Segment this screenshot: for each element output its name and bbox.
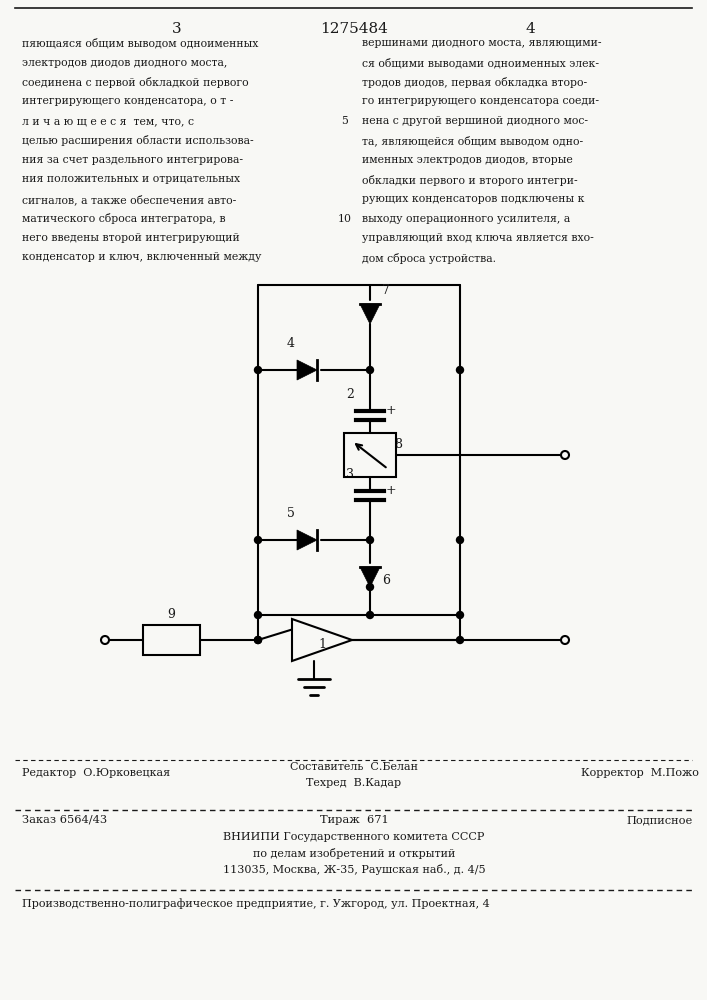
Text: 6: 6 [382,574,390,586]
Circle shape [255,366,262,373]
Circle shape [366,611,373,618]
Text: управляющий вход ключа является вхо-: управляющий вход ключа является вхо- [362,233,594,243]
Circle shape [255,637,262,644]
Text: сигналов, а также обеспечения авто-: сигналов, а также обеспечения авто- [22,194,236,205]
Text: 3: 3 [346,468,354,481]
Text: 1275484: 1275484 [320,22,388,36]
Text: го интегрирующего конденсатора соеди-: го интегрирующего конденсатора соеди- [362,97,599,106]
Text: Производственно-полиграфическое предприятие, г. Ужгород, ул. Проектная, 4: Производственно-полиграфическое предприя… [22,898,490,909]
Text: +: + [386,484,397,496]
Text: 5: 5 [287,507,295,520]
Text: 8: 8 [394,438,402,451]
Bar [143,625,200,655]
Text: +: + [386,403,397,416]
Text: Тираж  671: Тираж 671 [320,815,388,825]
Text: Подписное: Подписное [627,815,693,825]
Text: ся общими выводами одноименных элек-: ся общими выводами одноименных элек- [362,57,599,68]
Circle shape [457,366,464,373]
Text: конденсатор и ключ, включенный между: конденсатор и ключ, включенный между [22,252,262,262]
Text: Заказ 6564/43: Заказ 6564/43 [22,815,107,825]
Text: л и ч а ю щ е е с я  тем, что, с: л и ч а ю щ е е с я тем, что, с [22,116,194,126]
Bar [344,433,396,477]
Text: электродов диодов диодного моста,: электродов диодов диодного моста, [22,57,228,68]
Text: нена с другой вершиной диодного мос-: нена с другой вершиной диодного мос- [362,116,588,126]
Polygon shape [297,360,317,380]
Text: 1: 1 [318,639,326,652]
Text: вершинами диодного моста, являющими-: вершинами диодного моста, являющими- [362,38,602,48]
Text: по делам изобретений и открытий: по делам изобретений и открытий [253,848,455,859]
Polygon shape [360,567,380,587]
Text: 7: 7 [382,284,390,296]
Text: ВНИИПИ Государственного комитета СССР: ВНИИПИ Государственного комитета СССР [223,832,485,842]
Text: дом сброса устройства.: дом сброса устройства. [362,252,496,263]
Text: матического сброса интегратора, в: матического сброса интегратора, в [22,214,226,225]
Text: выходу операционного усилителя, а: выходу операционного усилителя, а [362,214,571,224]
Text: пяющаяся общим выводом одноименных: пяющаяся общим выводом одноименных [22,38,258,49]
Text: 2: 2 [346,388,354,401]
Polygon shape [360,304,380,324]
Text: именных электродов диодов, вторые: именных электродов диодов, вторые [362,155,573,165]
Text: него введены второй интегрирующий: него введены второй интегрирующий [22,233,240,243]
Text: Техред  В.Кадар: Техред В.Кадар [306,778,402,788]
Text: Редактор  О.Юрковецкая: Редактор О.Юрковецкая [22,768,170,778]
Circle shape [255,536,262,544]
Circle shape [255,611,262,618]
Text: ния положительных и отрицательных: ния положительных и отрицательных [22,174,240,184]
Circle shape [457,637,464,644]
Text: обкладки первого и второго интегри-: обкладки первого и второго интегри- [362,174,578,186]
Text: Корректор  М.Пожо: Корректор М.Пожо [581,768,699,778]
Text: рующих конденсаторов подключены к: рующих конденсаторов подключены к [362,194,585,204]
Circle shape [366,536,373,544]
Text: интегрирующего конденсатора, о т -: интегрирующего конденсатора, о т - [22,97,233,106]
Circle shape [255,637,262,644]
Circle shape [457,611,464,618]
Text: 113035, Москва, Ж-35, Раушская наб., д. 4/5: 113035, Москва, Ж-35, Раушская наб., д. … [223,864,485,875]
Text: ния за счет раздельного интегрирова-: ния за счет раздельного интегрирова- [22,155,243,165]
Circle shape [457,536,464,544]
Text: та, являющейся общим выводом одно-: та, являющейся общим выводом одно- [362,135,583,146]
Text: 4: 4 [287,337,295,350]
Polygon shape [297,530,317,550]
Text: 3: 3 [173,22,182,36]
Text: 4: 4 [525,22,535,36]
Text: Составитель  С.Белан: Составитель С.Белан [290,762,418,772]
Circle shape [366,584,373,590]
Text: 10: 10 [338,214,352,224]
Text: 5: 5 [341,116,349,126]
Text: соединена с первой обкладкой первого: соединена с первой обкладкой первого [22,77,249,88]
Text: 9: 9 [168,608,175,621]
Circle shape [366,366,373,373]
Text: целью расширения области использова-: целью расширения области использова- [22,135,254,146]
Text: тродов диодов, первая обкладка второ-: тродов диодов, первая обкладка второ- [362,77,587,88]
